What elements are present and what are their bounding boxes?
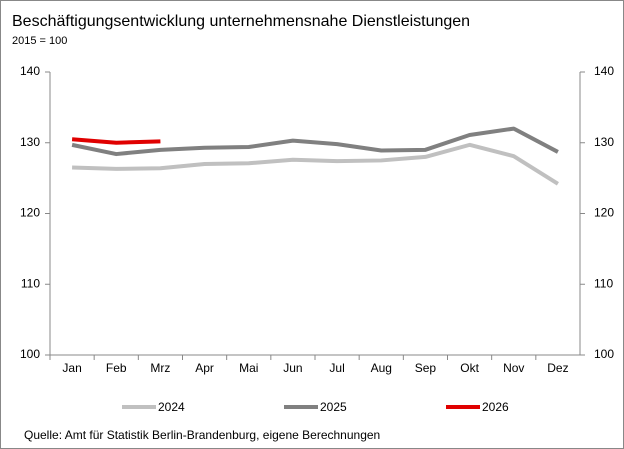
legend-label: 2024: [158, 400, 185, 414]
x-tick-label: Sep: [415, 361, 437, 375]
x-tick-label: Apr: [195, 361, 214, 375]
y2-tick-label: 110: [594, 276, 613, 290]
series-line: [71, 137, 161, 145]
series-line: [72, 142, 559, 186]
x-tick-label: Jan: [62, 361, 81, 375]
x-tick-label: Feb: [106, 361, 127, 375]
y2-tick-label: 130: [594, 135, 614, 149]
series-line: [71, 126, 559, 157]
y-tick-label: 140: [20, 64, 40, 78]
legend-label: 2025: [320, 400, 347, 414]
y2-tick-label: 100: [594, 347, 614, 361]
x-tick-label: Mai: [239, 361, 258, 375]
source: Quelle: Amt für Statistik Berlin-Branden…: [24, 428, 380, 442]
y-tick-label: 130: [20, 135, 40, 149]
x-tick-label: Jul: [329, 361, 344, 375]
x-tick-label: Mrz: [150, 361, 170, 375]
x-tick-label: Jun: [283, 361, 302, 375]
y-tick-label: 110: [21, 276, 40, 290]
y2-tick-label: 140: [594, 64, 614, 78]
chart-subtitle: 2015 = 100: [12, 35, 67, 47]
y2-tick-label: 120: [594, 206, 614, 220]
chart-title: Beschäftigungsentwicklung unternehmensna…: [12, 13, 470, 30]
x-tick-label: Okt: [460, 361, 479, 375]
legend-label: 2026: [482, 400, 509, 414]
y-tick-label: 100: [20, 347, 40, 361]
x-tick-label: Dez: [547, 361, 568, 375]
x-tick-label: Nov: [503, 361, 524, 375]
y-tick-label: 120: [20, 206, 40, 220]
x-tick-label: Aug: [371, 361, 392, 375]
